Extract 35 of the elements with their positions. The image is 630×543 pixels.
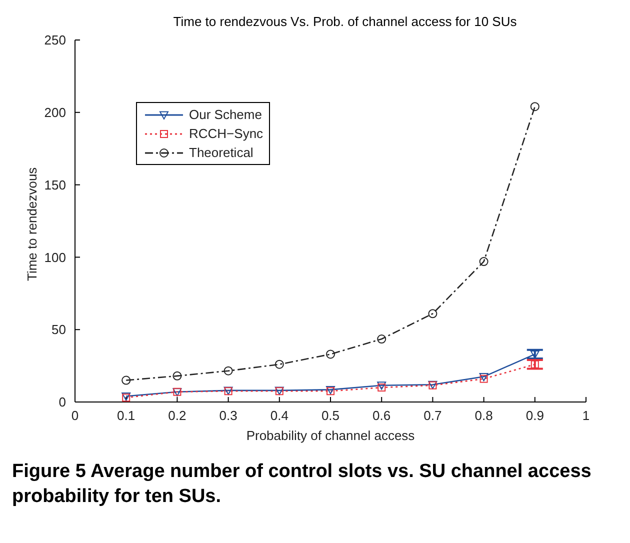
- point: [274, 360, 284, 369]
- x-tick-label: 0.3: [219, 408, 238, 424]
- point: [326, 350, 335, 359]
- point: [224, 366, 233, 376]
- x-tick-label: 0.8: [474, 408, 493, 424]
- x-tick-label: 0.1: [117, 408, 136, 424]
- point: [530, 102, 540, 112]
- point: [428, 309, 438, 318]
- point: [530, 360, 539, 368]
- y-tick-label: 150: [44, 177, 66, 192]
- x-tick-label: 1: [582, 408, 590, 424]
- point: [377, 334, 386, 344]
- x-tick-label: 0.4: [270, 408, 288, 424]
- point: [530, 350, 540, 359]
- x-tick-label: 0: [71, 408, 79, 424]
- chart-title: Time to rendezvous Vs. Prob. of channel access for 10 SUs: [172, 14, 518, 31]
- x-axis-title: Probability of channel access: [246, 428, 416, 443]
- point: [122, 376, 131, 385]
- x-tick-label: 0.7: [424, 408, 442, 424]
- y-tick-label: 250: [44, 32, 66, 48]
- y-axis-title: Time to rendezvous: [24, 166, 40, 281]
- point: [479, 257, 488, 266]
- legend-label: Theoretical: [189, 145, 254, 160]
- x-tick-label: 0.9: [526, 408, 544, 424]
- legend-label: Our Scheme: [189, 107, 262, 122]
- y-tick-label: 0: [58, 394, 66, 410]
- y-tick-label: 200: [44, 105, 66, 120]
- caption: Figure 5 Average number of control slots vs. SU channel access probability for ten SUs.: [12, 460, 592, 509]
- x-tick-label: 0.5: [321, 408, 340, 424]
- legend-label: RCCH−Sync: [189, 126, 264, 141]
- point: [172, 371, 182, 380]
- y-tick-label: 50: [52, 322, 66, 338]
- x-tick-label: 0.2: [168, 408, 186, 424]
- x-tick-label: 0.6: [372, 408, 391, 424]
- y-tick-label: 100: [44, 250, 66, 265]
